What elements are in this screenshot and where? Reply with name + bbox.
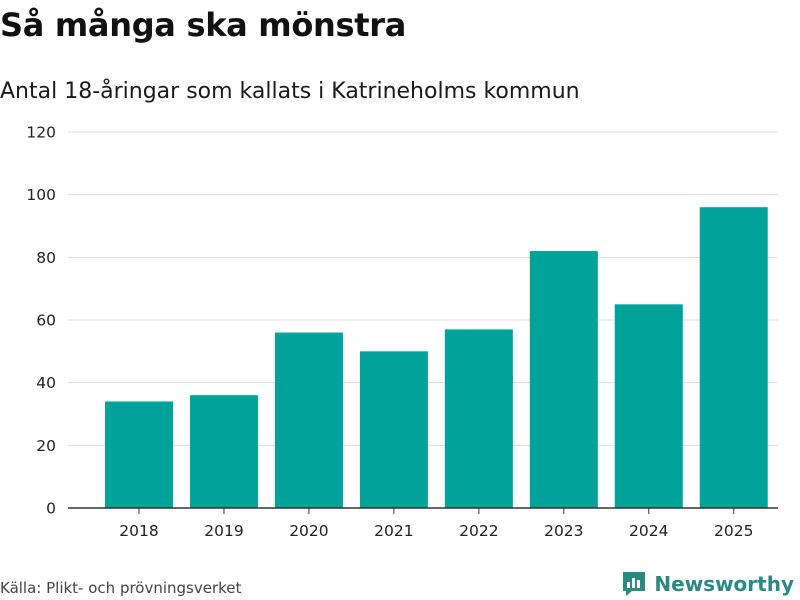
bar-2024 — [614, 304, 683, 508]
brand-logo: Newsworthy — [621, 570, 794, 598]
y-tick-label: 40 — [36, 374, 56, 392]
bar-2018 — [105, 401, 173, 508]
x-tick-label: 2019 — [204, 522, 243, 540]
x-tick-label: 2023 — [544, 522, 583, 540]
y-tick-label: 60 — [36, 312, 56, 330]
bar-2020 — [274, 332, 343, 508]
bars — [105, 207, 768, 509]
x-tick-label: 2022 — [459, 522, 498, 540]
y-tick-label: 100 — [26, 186, 56, 204]
x-tick-label: 2021 — [374, 522, 413, 540]
y-tick-label: 120 — [26, 124, 56, 142]
x-tick-label: 2024 — [629, 522, 668, 540]
bar-2022 — [444, 329, 513, 508]
source-note: Källa: Plikt- och prövningsverket — [0, 579, 242, 597]
brand-name: Newsworthy — [654, 572, 794, 596]
y-tick-label: 0 — [46, 500, 56, 518]
y-tick-label: 80 — [36, 249, 56, 267]
y-tick-label: 20 — [36, 437, 56, 455]
chart-subtitle: Antal 18-åringar som kallats i Katrineho… — [0, 79, 580, 104]
bar-2021 — [359, 351, 428, 508]
chart-title: Så många ska mönstra — [0, 6, 407, 44]
newsworthy-logo-icon — [623, 572, 646, 596]
y-axis-ticks: 0 20 40 60 80 100 120 — [26, 124, 56, 518]
bar-2023 — [529, 251, 598, 509]
x-axis-ticks: 2018 2019 2020 2021 2022 2023 2024 2025 — [119, 508, 753, 540]
x-tick-label: 2020 — [289, 522, 328, 540]
bar-2025 — [699, 207, 768, 508]
x-tick-label: 2018 — [119, 522, 158, 540]
bar-2019 — [189, 395, 258, 508]
x-tick-label: 2025 — [714, 522, 753, 540]
